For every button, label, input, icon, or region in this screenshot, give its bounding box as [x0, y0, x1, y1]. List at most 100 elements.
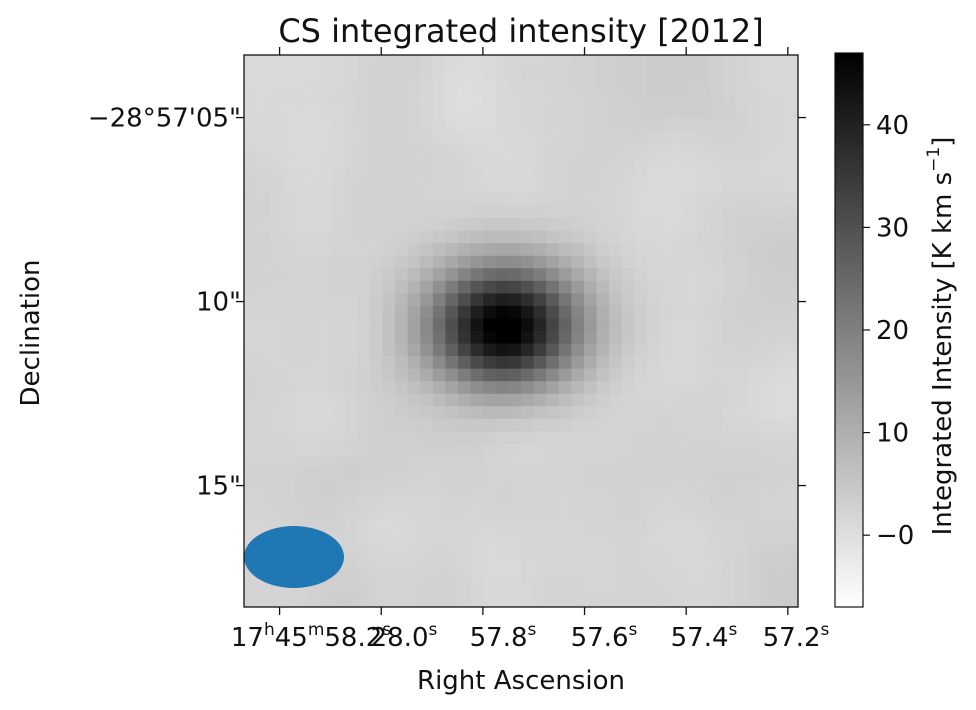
- heatmap-cell: [508, 544, 522, 558]
- heatmap-cell: [432, 280, 447, 294]
- heatmap-cell: [735, 155, 749, 169]
- heatmap-cell: [344, 205, 358, 219]
- heatmap-cell: [697, 293, 711, 307]
- heatmap-cell: [458, 180, 472, 194]
- heatmap-cell: [420, 406, 434, 420]
- heatmap-cell: [634, 167, 648, 182]
- heatmap-cell: [521, 205, 535, 219]
- heatmap-cell: [521, 255, 535, 269]
- heatmap-cell: [445, 155, 459, 169]
- heatmap-cell: [697, 318, 711, 332]
- heatmap-cell: [684, 117, 698, 131]
- heatmap-cell: [269, 280, 283, 294]
- heatmap-cell: [697, 205, 711, 219]
- heatmap-cell: [244, 67, 258, 81]
- heatmap-cell: [369, 569, 384, 583]
- heatmap-cell: [407, 569, 421, 583]
- heatmap-cell: [382, 418, 396, 432]
- heatmap-cell: [533, 343, 547, 357]
- heatmap-cell: [709, 117, 724, 131]
- heatmap-cell: [382, 293, 396, 307]
- heatmap-cell: [571, 105, 585, 119]
- heatmap-cell: [369, 381, 384, 395]
- heatmap-cell: [407, 594, 421, 608]
- heatmap-cell: [495, 569, 510, 583]
- heatmap-cell: [646, 243, 661, 257]
- heatmap-cell: [571, 594, 585, 608]
- heatmap-cell: [722, 268, 736, 282]
- heatmap-cell: [709, 443, 724, 458]
- heatmap-cell: [684, 80, 698, 94]
- heatmap-cell: [583, 55, 598, 69]
- heatmap-cell: [672, 443, 686, 458]
- heatmap-cell: [672, 569, 686, 583]
- heatmap-cell: [684, 531, 698, 545]
- heatmap-cell: [558, 305, 572, 320]
- heatmap-cell: [697, 67, 711, 81]
- heatmap-cell: [722, 356, 736, 370]
- heatmap-cell: [609, 356, 623, 370]
- heatmap-cell: [546, 594, 560, 608]
- heatmap-cell: [621, 92, 635, 106]
- heatmap-cell: [294, 594, 308, 608]
- heatmap-cell: [269, 594, 283, 608]
- heatmap-cell: [281, 230, 295, 244]
- heatmap-cell: [357, 105, 371, 119]
- heatmap-cell: [634, 544, 648, 558]
- heatmap-cell: [382, 331, 396, 345]
- heatmap-cell: [785, 117, 799, 131]
- heatmap-cell: [646, 305, 661, 320]
- heatmap-cell: [596, 55, 610, 69]
- heatmap-cell: [672, 544, 686, 558]
- heatmap-cell: [495, 218, 510, 232]
- heatmap-cell: [420, 155, 434, 169]
- heatmap-cell: [281, 393, 295, 407]
- heatmap-cell: [772, 205, 787, 219]
- heatmap-cell: [772, 356, 787, 370]
- heatmap-cell: [470, 506, 484, 520]
- heatmap-cell: [609, 443, 623, 458]
- heatmap-cell: [571, 406, 585, 420]
- heatmap-cell: [483, 255, 497, 269]
- heatmap-cell: [760, 117, 774, 131]
- heatmap-cell: [785, 155, 799, 169]
- heatmap-cell: [458, 356, 472, 370]
- heatmap-cell: [470, 331, 484, 345]
- heatmap-cell: [483, 293, 497, 307]
- heatmap-cell: [709, 356, 724, 370]
- heatmap-cell: [508, 469, 522, 483]
- heatmap-cell: [772, 544, 787, 558]
- heatmap-cell: [722, 305, 736, 320]
- heatmap-cell: [407, 581, 421, 596]
- heatmap-cell: [407, 92, 421, 106]
- heatmap-cell: [709, 343, 724, 357]
- heatmap-cell: [369, 218, 384, 232]
- heatmap-cell: [458, 368, 472, 382]
- heatmap-cell: [697, 268, 711, 282]
- heatmap-cell: [621, 318, 635, 332]
- heatmap-cell: [546, 167, 560, 182]
- heatmap-cell: [596, 105, 610, 119]
- colorbar-tick-label: 20: [876, 316, 909, 346]
- heatmap-cell: [646, 594, 661, 608]
- heatmap-cell: [672, 142, 686, 156]
- heatmap-cell: [785, 544, 799, 558]
- heatmap-cell: [294, 80, 308, 94]
- heatmap-cell: [269, 456, 283, 470]
- heatmap-cell: [772, 418, 787, 432]
- heatmap-cell: [420, 130, 434, 144]
- heatmap-cell: [432, 431, 447, 445]
- heatmap-cell: [521, 142, 535, 156]
- heatmap-cell: [395, 117, 409, 131]
- heatmap-cell: [571, 418, 585, 432]
- heatmap-cell: [344, 569, 358, 583]
- heatmap-cell: [483, 280, 497, 294]
- heatmap-cell: [722, 117, 736, 131]
- heatmap-cell: [558, 268, 572, 282]
- heatmap-cell: [558, 531, 572, 545]
- heatmap-cell: [684, 331, 698, 345]
- heatmap-cell: [760, 556, 774, 570]
- heatmap-cell: [458, 117, 472, 131]
- heatmap-cell: [508, 506, 522, 520]
- heatmap-cell: [281, 431, 295, 445]
